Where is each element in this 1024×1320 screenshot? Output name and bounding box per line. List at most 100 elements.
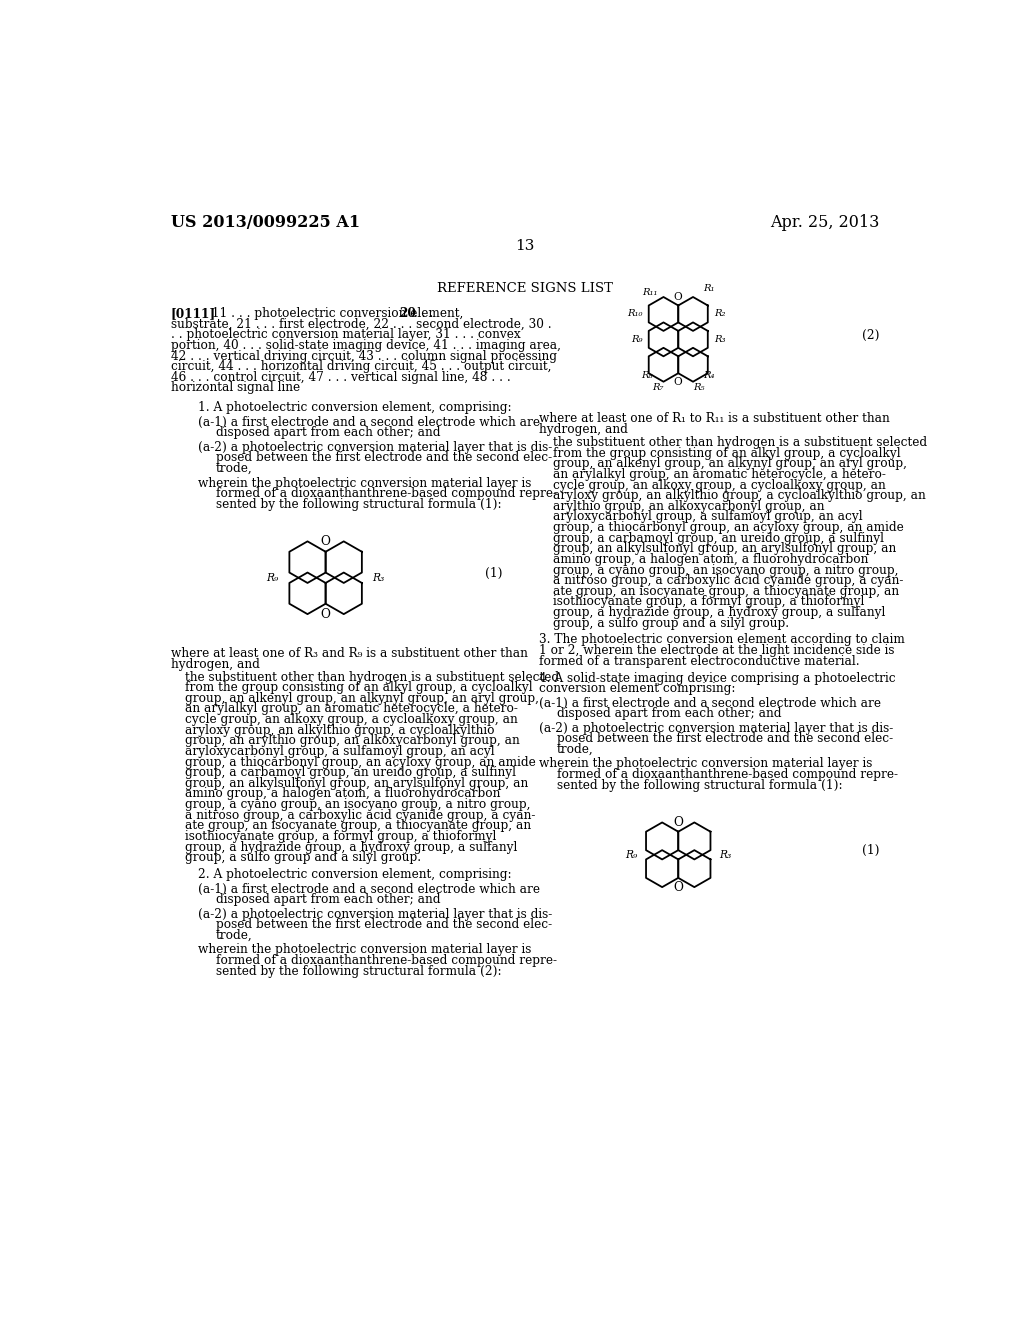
Text: . . photoelectric conversion material layer, 31 . . . convex: . . photoelectric conversion material la… — [171, 329, 520, 342]
Text: aryloxy group, an alkylthio group, a cycloalkylthio group, an: aryloxy group, an alkylthio group, a cyc… — [553, 490, 926, 502]
Text: from the group consisting of an alkyl group, a cycloalkyl: from the group consisting of an alkyl gr… — [184, 681, 532, 694]
Text: R₈: R₈ — [641, 371, 653, 380]
Text: formed of a dioxaanthanthrene-based compound repre-: formed of a dioxaanthanthrene-based comp… — [216, 954, 557, 968]
Text: sented by the following structural formula (2):: sented by the following structural formu… — [216, 965, 501, 978]
Text: 3. The photoelectric conversion element according to claim: 3. The photoelectric conversion element … — [539, 634, 904, 647]
Text: 20: 20 — [399, 308, 416, 319]
Text: arylthio group, an alkoxycarbonyl group, an: arylthio group, an alkoxycarbonyl group,… — [553, 500, 824, 512]
Text: group, an alkenyl group, an alkynyl group, an aryl group,: group, an alkenyl group, an alkynyl grou… — [553, 457, 906, 470]
Text: ate group, an isocyanate group, a thiocyanate group, an: ate group, an isocyanate group, a thiocy… — [184, 820, 530, 833]
Text: R₉: R₉ — [631, 335, 642, 343]
Text: disposed apart from each other; and: disposed apart from each other; and — [216, 894, 440, 906]
Text: aryloxycarbonyl group, a sulfamoyl group, an acyl: aryloxycarbonyl group, a sulfamoyl group… — [553, 511, 862, 524]
Text: . . .: . . . — [410, 308, 433, 319]
Text: (1): (1) — [484, 568, 502, 581]
Text: R₃: R₃ — [373, 573, 385, 582]
Text: 13: 13 — [515, 239, 535, 253]
Text: isothiocyanate group, a formyl group, a thioformyl: isothiocyanate group, a formyl group, a … — [553, 595, 864, 609]
Text: R₁₁: R₁₁ — [642, 288, 657, 297]
Text: portion, 40 . . . solid-state imaging device, 41 . . . imaging area,: portion, 40 . . . solid-state imaging de… — [171, 339, 560, 352]
Text: group, a carbamoyl group, an ureido group, a sulfinyl: group, a carbamoyl group, an ureido grou… — [184, 766, 515, 779]
Text: R₉: R₉ — [266, 573, 279, 582]
Text: group, an alkylsulfonyl group, an arylsulfonyl group, an: group, an alkylsulfonyl group, an arylsu… — [184, 777, 527, 789]
Text: R₃: R₃ — [719, 850, 731, 859]
Text: US 2013/0099225 A1: US 2013/0099225 A1 — [171, 214, 359, 231]
Text: amino group, a halogen atom, a fluorohydrocarbon: amino group, a halogen atom, a fluorohyd… — [553, 553, 868, 566]
Text: where at least one of R₁ to R₁₁ is a substituent other than: where at least one of R₁ to R₁₁ is a sub… — [539, 412, 890, 425]
Text: 4. A solid-state imaging device comprising a photoelectric: 4. A solid-state imaging device comprisi… — [539, 672, 895, 685]
Text: formed of a transparent electroconductive material.: formed of a transparent electroconductiv… — [539, 655, 859, 668]
Text: group, a hydrazide group, a hydroxy group, a sulfanyl: group, a hydrazide group, a hydroxy grou… — [553, 606, 885, 619]
Text: trode,: trode, — [216, 462, 252, 475]
Text: 2. A photoelectric conversion element, comprising:: 2. A photoelectric conversion element, c… — [198, 869, 511, 880]
Text: (a-2) a photoelectric conversion material layer that is dis-: (a-2) a photoelectric conversion materia… — [539, 722, 893, 735]
Text: horizontal signal line: horizontal signal line — [171, 381, 300, 395]
Text: a nitroso group, a carboxylic acid cyanide group, a cyan-: a nitroso group, a carboxylic acid cyani… — [553, 574, 903, 587]
Text: R₉: R₉ — [625, 850, 637, 859]
Text: wherein the photoelectric conversion material layer is: wherein the photoelectric conversion mat… — [539, 758, 872, 771]
Text: an arylalkyl group, an aromatic heterocycle, a hetero-: an arylalkyl group, an aromatic heterocy… — [553, 469, 886, 480]
Text: an arylalkyl group, an aromatic heterocycle, a hetero-: an arylalkyl group, an aromatic heterocy… — [184, 702, 517, 715]
Text: a nitroso group, a carboxylic acid cyanide group, a cyan-: a nitroso group, a carboxylic acid cyani… — [184, 809, 535, 822]
Text: O: O — [321, 607, 331, 620]
Text: group, an alkenyl group, an alkynyl group, an aryl group,: group, an alkenyl group, an alkynyl grou… — [184, 692, 539, 705]
Text: 42 . . . vertical driving circuit, 43 . . . column signal processing: 42 . . . vertical driving circuit, 43 . … — [171, 350, 557, 363]
Text: substrate, 21 . . . first electrode, 22 . . . second electrode, 30 .: substrate, 21 . . . first electrode, 22 … — [171, 318, 551, 330]
Text: where at least one of R₃ and R₉ is a substituent other than: where at least one of R₃ and R₉ is a sub… — [171, 647, 527, 660]
Text: O: O — [321, 535, 331, 548]
Text: O: O — [674, 376, 683, 387]
Text: R₁₀: R₁₀ — [627, 309, 642, 318]
Text: group, a cyano group, an isocyano group, a nitro group,: group, a cyano group, an isocyano group,… — [184, 799, 530, 810]
Text: aryloxycarbonyl group, a sulfamoyl group, an acyl: aryloxycarbonyl group, a sulfamoyl group… — [184, 744, 495, 758]
Text: 46 . . . control circuit, 47 . . . vertical signal line, 48 . . .: 46 . . . control circuit, 47 . . . verti… — [171, 371, 510, 384]
Text: aryloxy group, an alkylthio group, a cycloalkylthio: aryloxy group, an alkylthio group, a cyc… — [184, 723, 494, 737]
Text: (a-1) a first electrode and a second electrode which are: (a-1) a first electrode and a second ele… — [198, 883, 540, 895]
Text: O: O — [674, 880, 683, 894]
Text: group, an arylthio group, an alkoxycarbonyl group, an: group, an arylthio group, an alkoxycarbo… — [184, 734, 519, 747]
Text: R₇: R₇ — [652, 383, 664, 392]
Text: 1. A photoelectric conversion element, comprising:: 1. A photoelectric conversion element, c… — [198, 401, 511, 414]
Text: (2): (2) — [862, 329, 880, 342]
Text: formed of a dioxaanthanthrene-based compound repre-: formed of a dioxaanthanthrene-based comp… — [557, 768, 898, 781]
Text: amino group, a halogen atom, a fluorohydrocarbon: amino group, a halogen atom, a fluorohyd… — [184, 788, 500, 800]
Text: trode,: trode, — [557, 743, 593, 756]
Text: from the group consisting of an alkyl group, a cycloalkyl: from the group consisting of an alkyl gr… — [553, 446, 900, 459]
Text: R₄: R₄ — [703, 371, 715, 380]
Text: (a-2) a photoelectric conversion material layer that is dis-: (a-2) a photoelectric conversion materia… — [198, 908, 552, 920]
Text: O: O — [674, 292, 683, 302]
Text: the substituent other than hydrogen is a substituent selected: the substituent other than hydrogen is a… — [184, 671, 559, 684]
Text: sented by the following structural formula (1):: sented by the following structural formu… — [216, 498, 501, 511]
Text: group, an alkylsulfonyl group, an arylsulfonyl group, an: group, an alkylsulfonyl group, an arylsu… — [553, 543, 896, 556]
Text: group, a thiocarbonyl group, an acyloxy group, an amide: group, a thiocarbonyl group, an acyloxy … — [184, 755, 536, 768]
Text: (a-1) a first electrode and a second electrode which are: (a-1) a first electrode and a second ele… — [198, 416, 540, 429]
Text: disposed apart from each other; and: disposed apart from each other; and — [557, 708, 781, 721]
Text: group, a cyano group, an isocyano group, a nitro group,: group, a cyano group, an isocyano group,… — [553, 564, 898, 577]
Text: group, a carbamoyl group, an ureido group, a sulfinyl: group, a carbamoyl group, an ureido grou… — [553, 532, 884, 545]
Text: sented by the following structural formula (1):: sented by the following structural formu… — [557, 779, 842, 792]
Text: posed between the first electrode and the second elec-: posed between the first electrode and th… — [557, 733, 893, 746]
Text: 11 . . . photoelectric conversion element,: 11 . . . photoelectric conversion elemen… — [204, 308, 467, 319]
Text: group, a sulfo group and a silyl group.: group, a sulfo group and a silyl group. — [184, 851, 421, 865]
Text: the substituent other than hydrogen is a substituent selected: the substituent other than hydrogen is a… — [553, 436, 927, 449]
Text: group, a hydrazide group, a hydroxy group, a sulfanyl: group, a hydrazide group, a hydroxy grou… — [184, 841, 517, 854]
Text: group, a sulfo group and a silyl group.: group, a sulfo group and a silyl group. — [553, 616, 788, 630]
Text: (a-2) a photoelectric conversion material layer that is dis-: (a-2) a photoelectric conversion materia… — [198, 441, 552, 454]
Text: formed of a dioxaanthanthrene-based compound repre-: formed of a dioxaanthanthrene-based comp… — [216, 487, 557, 500]
Text: (1): (1) — [862, 845, 880, 858]
Text: cycle group, an alkoxy group, a cycloalkoxy group, an: cycle group, an alkoxy group, a cycloalk… — [184, 713, 517, 726]
Text: R₂: R₂ — [714, 309, 725, 318]
Text: group, a thiocarbonyl group, an acyloxy group, an amide: group, a thiocarbonyl group, an acyloxy … — [553, 521, 903, 535]
Text: O: O — [674, 816, 683, 829]
Text: cycle group, an alkoxy group, a cycloalkoxy group, an: cycle group, an alkoxy group, a cycloalk… — [553, 479, 886, 491]
Text: REFERENCE SIGNS LIST: REFERENCE SIGNS LIST — [437, 281, 612, 294]
Text: isothiocyanate group, a formyl group, a thioformyl: isothiocyanate group, a formyl group, a … — [184, 830, 496, 843]
Text: circuit, 44 . . . horizontal driving circuit, 45 . . . output circuit,: circuit, 44 . . . horizontal driving cir… — [171, 360, 551, 374]
Text: hydrogen, and: hydrogen, and — [539, 424, 628, 436]
Text: wherein the photoelectric conversion material layer is: wherein the photoelectric conversion mat… — [198, 477, 531, 490]
Text: posed between the first electrode and the second elec-: posed between the first electrode and th… — [216, 919, 552, 931]
Text: Apr. 25, 2013: Apr. 25, 2013 — [770, 214, 880, 231]
Text: wherein the photoelectric conversion material layer is: wherein the photoelectric conversion mat… — [198, 944, 531, 956]
Text: 1 or 2, wherein the electrode at the light incidence side is: 1 or 2, wherein the electrode at the lig… — [539, 644, 894, 657]
Text: R₅: R₅ — [693, 383, 705, 392]
Text: [0111]: [0111] — [171, 308, 216, 319]
